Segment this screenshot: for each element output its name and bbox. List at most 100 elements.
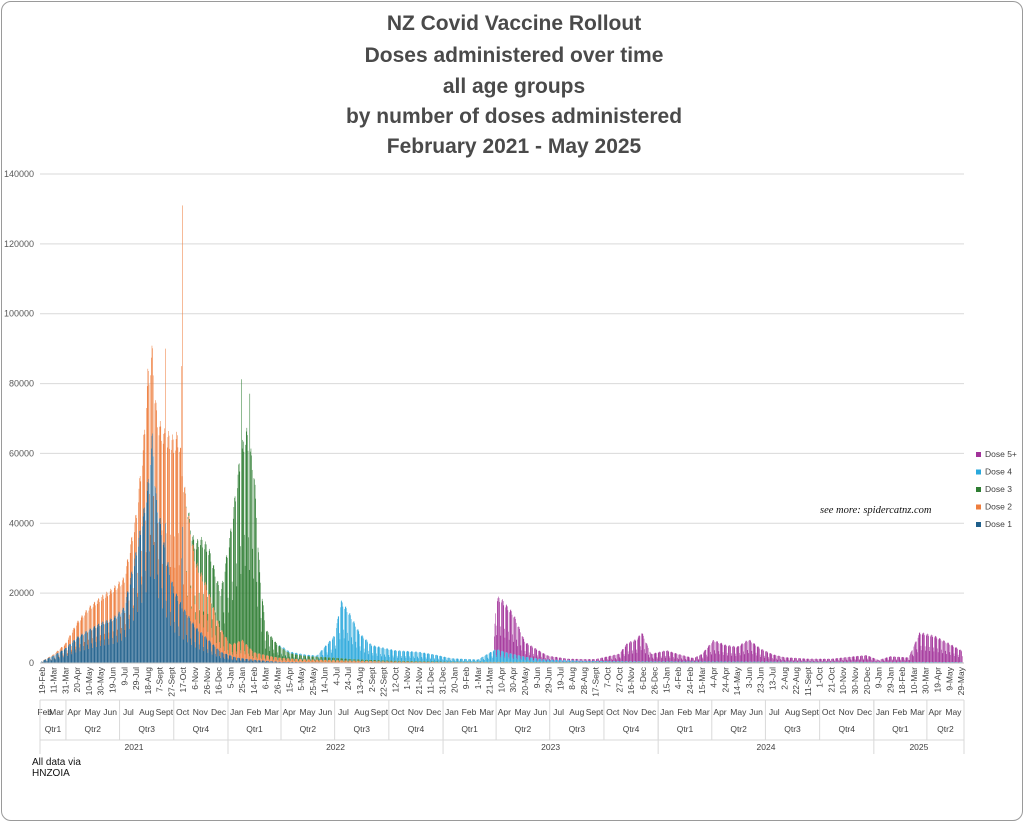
- bar-dose-3: [452, 661, 453, 663]
- bar-dose-4: [540, 659, 542, 662]
- bar-dose-4: [511, 653, 512, 662]
- bar-dose-2: [271, 656, 273, 662]
- bar-dose-2: [154, 541, 155, 579]
- bar-dose-2: [100, 635, 101, 646]
- bar-dose-4: [421, 652, 422, 662]
- bar-dose-2: [371, 661, 373, 663]
- bar-dose-1: [91, 643, 93, 663]
- bar-dose-5: [613, 654, 615, 662]
- bar-dose-2: [473, 662, 474, 663]
- bar-dose-5: [725, 644, 726, 662]
- bar-dose-2: [65, 643, 66, 648]
- bar-dose-4: [426, 658, 427, 663]
- bar-dose-2: [233, 644, 234, 657]
- bar-dose-5: [789, 657, 791, 662]
- bar-dose-2: [461, 662, 463, 663]
- bar-dose-5: [642, 633, 644, 662]
- bar-dose-5: [697, 656, 698, 662]
- bar-dose-5: [730, 653, 732, 663]
- bar-dose-4: [289, 656, 291, 658]
- bar-dose-5: [608, 656, 609, 662]
- bar-dose-4: [578, 661, 580, 663]
- bar-dose-4: [353, 621, 354, 660]
- bar-dose-5: [700, 654, 702, 662]
- bar-dose-3: [339, 660, 341, 662]
- bar-dose-1: [116, 642, 118, 663]
- bar-dose-4: [489, 652, 490, 662]
- bar-dose-1: [266, 660, 267, 663]
- bar-dose-2: [83, 635, 84, 647]
- bar-dose-5: [630, 641, 632, 662]
- bar-dose-2: [363, 661, 365, 663]
- bar-dose-2: [67, 653, 68, 656]
- bar-dose-4: [349, 613, 351, 659]
- bar-dose-3: [205, 544, 207, 585]
- bar-dose-1: [98, 623, 99, 663]
- bar-dose-1: [215, 653, 216, 663]
- bar-dose-3: [261, 598, 263, 655]
- bar-dose-2: [390, 661, 392, 663]
- bar-dose-1: [157, 512, 158, 663]
- bar-dose-5: [728, 645, 730, 662]
- bar-dose-4: [762, 661, 763, 663]
- bar-dose-4: [705, 661, 706, 663]
- bar-dose-2: [133, 605, 134, 621]
- bar-dose-2: [329, 660, 330, 663]
- bar-dose-4: [590, 661, 592, 663]
- bar-dose-4: [588, 660, 589, 662]
- bar-dose-1: [152, 456, 154, 663]
- bar-dose-5: [638, 635, 639, 662]
- bar-dose-5: [614, 654, 615, 662]
- bar-dose-3: [323, 657, 325, 661]
- bar-dose-3: [327, 657, 329, 661]
- bar-dose-5: [763, 655, 765, 663]
- bar-dose-4: [449, 657, 450, 662]
- bar-dose-4: [530, 657, 531, 662]
- bar-dose-4: [390, 649, 391, 661]
- bar-dose-1: [89, 628, 91, 663]
- bar-dose-4: [687, 661, 689, 663]
- bar-dose-4: [429, 654, 430, 662]
- bar-dose-3: [370, 659, 371, 662]
- bar-dose-4: [700, 661, 702, 663]
- bar-dose-3: [333, 657, 334, 661]
- bar-dose-4: [355, 641, 357, 661]
- bar-dose-1: [81, 633, 83, 663]
- bar-dose-4: [356, 647, 357, 662]
- bar-dose-5: [732, 646, 733, 662]
- bar-dose-4: [487, 654, 488, 662]
- bar-dose-3: [375, 660, 376, 662]
- bar-dose-1: [234, 656, 235, 663]
- bar-dose-4: [333, 636, 335, 658]
- bar-dose-3: [287, 651, 289, 659]
- bar-dose-4: [461, 658, 462, 662]
- bar-dose-5: [676, 653, 677, 662]
- bar-dose-3: [317, 656, 318, 660]
- bar-dose-1: [134, 566, 135, 663]
- bar-dose-1: [291, 661, 293, 663]
- bar-dose-2: [465, 662, 466, 663]
- bar-dose-1: [188, 616, 189, 663]
- bar-dose-4: [500, 657, 502, 663]
- bar-dose-4: [469, 659, 470, 662]
- bar-dose-2: [60, 648, 61, 652]
- bar-dose-4: [521, 656, 523, 662]
- bar-dose-4: [638, 661, 639, 663]
- bar-dose-2: [372, 662, 374, 663]
- bar-dose-4: [410, 651, 411, 662]
- bar-dose-2: [250, 648, 251, 660]
- bar-dose-4: [369, 643, 371, 660]
- bar-dose-5: [612, 655, 614, 662]
- bar-dose-4: [444, 656, 446, 662]
- bar-dose-4: [749, 661, 751, 663]
- bar-dose-2: [251, 649, 252, 660]
- bar-dose-4: [502, 650, 503, 662]
- bar-dose-1: [70, 644, 71, 663]
- bar-dose-5: [581, 659, 582, 661]
- bar-dose-3: [284, 650, 286, 659]
- bar-dose-5: [631, 650, 633, 663]
- bar-dose-1: [236, 660, 238, 663]
- bar-dose-3: [345, 658, 347, 661]
- bar-dose-5: [500, 635, 502, 658]
- bar-dose-4: [436, 655, 438, 662]
